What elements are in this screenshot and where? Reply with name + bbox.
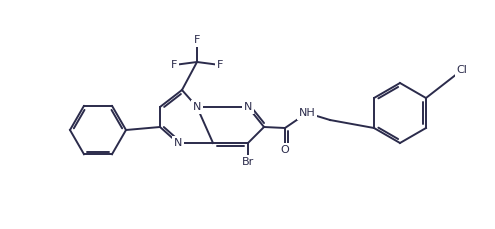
Text: Br: Br — [242, 157, 254, 167]
Text: Cl: Cl — [456, 65, 467, 75]
Text: NH: NH — [298, 108, 315, 118]
Text: N: N — [193, 102, 201, 112]
Text: F: F — [217, 60, 223, 70]
Text: N: N — [174, 138, 182, 148]
Text: F: F — [171, 60, 177, 70]
Text: N: N — [244, 102, 252, 112]
Text: F: F — [194, 35, 200, 45]
Text: O: O — [281, 145, 290, 155]
